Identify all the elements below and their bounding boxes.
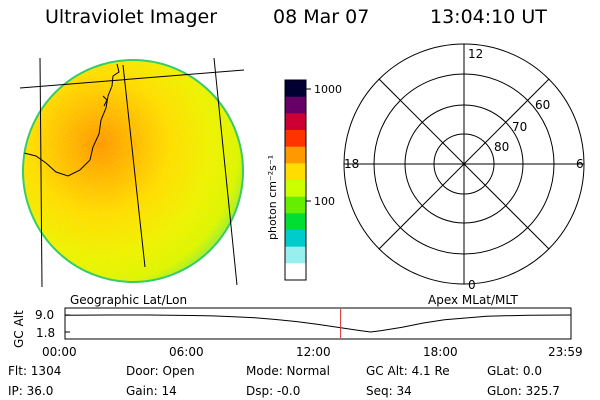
info-glat: GLat: 0.0	[487, 364, 542, 378]
date-label: 08 Mar 07	[273, 6, 370, 28]
info-gain: Gain: 14	[126, 384, 177, 398]
info-flight: Flt: 1304	[8, 364, 62, 378]
image-panel-label: Geographic Lat/Lon	[70, 293, 187, 307]
grid-meridian-line	[39, 57, 43, 288]
y-axis-label: GC Alt	[12, 310, 26, 348]
colorbar-segment	[285, 246, 306, 264]
uvi-speckle-texture	[23, 60, 243, 282]
x-tick-label: 00:00	[42, 345, 77, 359]
x-tick-label: 23:59	[548, 345, 583, 359]
x-tick-label: 18:00	[423, 345, 458, 359]
colorbar-segment	[285, 213, 306, 231]
colorbar: 1000 100 photon cm⁻²s⁻¹	[266, 79, 342, 281]
polar-diagonal	[378, 78, 550, 250]
info-sequence: Seq: 34	[366, 384, 412, 398]
info-ip: IP: 36.0	[8, 384, 54, 398]
colorbar-segment	[285, 230, 306, 248]
mlt-label-12: 12	[468, 47, 483, 61]
time-label: 13:04:10 UT	[430, 6, 547, 28]
mlt-label-18: 18	[344, 157, 359, 171]
info-glon: GLon: 325.7	[487, 384, 560, 398]
altitude-curve	[64, 314, 572, 333]
uvi-image	[19, 57, 245, 288]
mlat-label-60: 60	[535, 98, 550, 112]
y-tick-label: 9.0	[35, 308, 54, 322]
colorbar-segment	[285, 180, 306, 198]
x-tick-label: 06:00	[169, 345, 204, 359]
instrument-title: Ultraviolet Imager	[45, 6, 218, 28]
coastline-inlet	[102, 95, 108, 107]
colorbar-segment	[285, 80, 306, 98]
polar-panel-label: Apex MLat/MLT	[428, 293, 518, 307]
y-tick-label: 1.8	[36, 326, 55, 340]
info-dsp: Dsp: -0.0	[246, 384, 301, 398]
colorbar-tick-label: 1000	[314, 83, 342, 96]
info-gc-altitude: GC Alt: 4.1 Re	[366, 364, 450, 378]
grid-latitude-line	[19, 69, 245, 89]
colorbar-segment	[285, 130, 306, 148]
grid-meridian-line	[122, 64, 146, 268]
info-door: Door: Open	[126, 364, 195, 378]
colorbar-segment	[285, 96, 306, 114]
colorbar-segment	[285, 146, 306, 164]
mlt-label-6: 6	[576, 157, 584, 171]
mlat-label-70: 70	[512, 120, 527, 134]
info-mode: Mode: Normal	[246, 364, 330, 378]
colorbar-segment	[285, 113, 306, 131]
colorbar-segment	[285, 196, 306, 214]
mlat-label-80: 80	[494, 140, 509, 154]
colorbar-frame	[284, 79, 307, 281]
colorbar-unit-label: photon cm⁻²s⁻¹	[266, 155, 279, 240]
altitude-timeline: 9.0 1.8 GC Alt 00:00 06:00 12:00 18:00 2…	[12, 307, 583, 359]
colorbar-tick-label: 100	[314, 195, 335, 208]
mlt-label-0: 0	[468, 278, 476, 292]
colorbar-segment	[285, 263, 306, 281]
timeline-frame	[64, 307, 572, 340]
x-tick-label: 12:00	[296, 345, 331, 359]
grid-meridian-line	[213, 57, 238, 286]
polar-plot	[343, 43, 585, 285]
colorbar-segment	[285, 163, 306, 181]
